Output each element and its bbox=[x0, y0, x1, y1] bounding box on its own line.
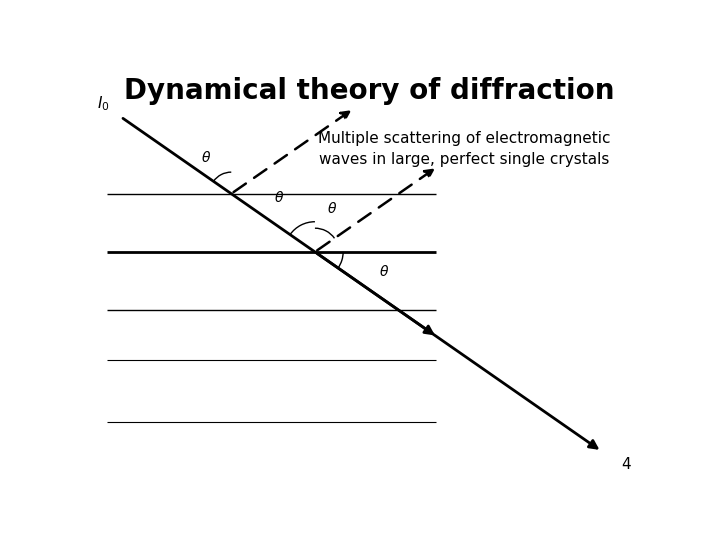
FancyArrowPatch shape bbox=[318, 253, 433, 334]
Text: θ: θ bbox=[328, 201, 336, 215]
Text: $I_0$: $I_0$ bbox=[97, 94, 109, 113]
Text: 4: 4 bbox=[621, 457, 631, 472]
Text: θ: θ bbox=[380, 266, 388, 280]
FancyArrowPatch shape bbox=[233, 112, 349, 192]
Text: Multiple scattering of electromagnetic
waves in large, perfect single crystals: Multiple scattering of electromagnetic w… bbox=[318, 131, 610, 167]
FancyArrowPatch shape bbox=[123, 118, 597, 448]
Text: θ: θ bbox=[275, 191, 284, 205]
Text: θ: θ bbox=[202, 151, 210, 165]
Text: Dynamical theory of diffraction: Dynamical theory of diffraction bbox=[124, 77, 614, 105]
FancyArrowPatch shape bbox=[318, 170, 433, 251]
